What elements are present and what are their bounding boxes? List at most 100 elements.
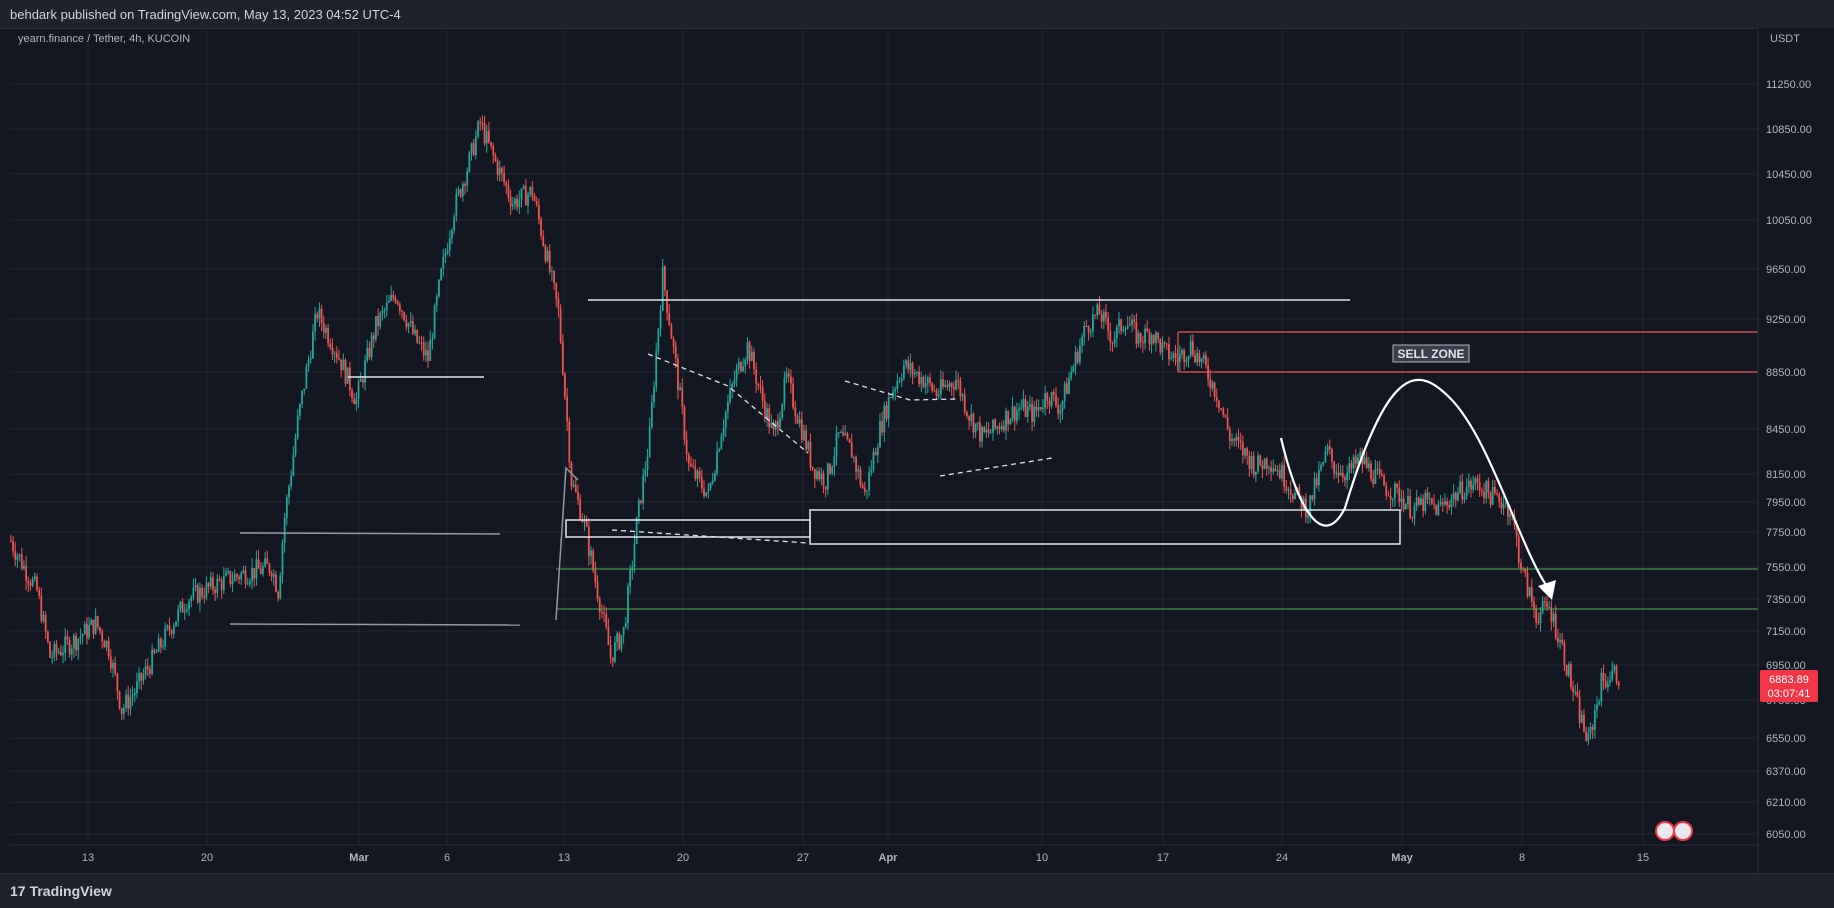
candle-body (779, 417, 781, 428)
candle-body (1159, 338, 1162, 353)
candle-body (979, 422, 981, 442)
price-axis: 11250.00 10850.00 10450.00 10050.00 9650.00 9… (1757, 28, 1834, 873)
candle-body (464, 183, 466, 186)
candle-body (916, 371, 918, 373)
candle-body (338, 357, 340, 360)
time-tick: Apr (879, 852, 899, 864)
candle-body (1337, 472, 1340, 476)
candle-body (1400, 498, 1403, 502)
candle-body (342, 359, 345, 371)
candle-body (1089, 331, 1092, 333)
price-tick: 10050.00 (1766, 215, 1812, 227)
candlestick-chart[interactable]: 11250.00 10850.00 10450.00 10050.00 9650.00 9… (0, 28, 1834, 873)
candle-body (724, 412, 727, 428)
candle-body (229, 571, 232, 585)
candle-body (292, 454, 295, 476)
candle-body (79, 636, 82, 639)
candle-body (922, 377, 925, 388)
candle-body (698, 470, 701, 478)
candle-body (835, 433, 838, 457)
candle-body (511, 204, 514, 207)
candle-body (1233, 439, 1236, 441)
candle-body (1615, 666, 1618, 683)
candle-body (179, 601, 182, 609)
candle-body (192, 587, 195, 598)
candle-body (427, 350, 429, 361)
candle-body (894, 389, 897, 392)
candle-body (1220, 408, 1223, 410)
support-line (239, 532, 501, 535)
candle-body (518, 199, 521, 208)
candle-body (357, 381, 360, 400)
candle-body (201, 587, 204, 597)
candle-body (242, 570, 245, 573)
candle-body (81, 634, 84, 637)
candle-body (1081, 336, 1083, 346)
candle-body (1174, 353, 1177, 358)
price-tick: 7750.00 (1766, 527, 1806, 539)
candle-body (1276, 470, 1279, 472)
candle-body (1235, 436, 1238, 441)
candle-body (924, 383, 927, 388)
candle-body (1007, 410, 1010, 425)
us-flag-icon[interactable] (1673, 821, 1693, 841)
candle-body (218, 578, 221, 581)
candle-body (783, 377, 786, 405)
flag-icons[interactable] (1655, 821, 1693, 841)
candle-body (677, 358, 679, 391)
candle-body (1535, 609, 1538, 622)
candle-body (348, 367, 351, 391)
chart-area[interactable]: 11250.00 10850.00 10450.00 10050.00 9650.00 9… (0, 28, 1834, 873)
candle-body (522, 186, 525, 189)
tradingview-logo[interactable]: 17 TradingView (10, 883, 112, 899)
candle-body (681, 387, 684, 407)
candle-body (244, 570, 247, 585)
candle-body (622, 626, 625, 636)
candle-body (1357, 457, 1359, 464)
candle-body (470, 143, 473, 153)
candle-body (1430, 498, 1433, 504)
candle-body (740, 361, 742, 372)
candle-body (466, 171, 469, 186)
candle-body (516, 198, 519, 208)
candle-body (963, 394, 966, 412)
candle-body (1037, 407, 1040, 411)
candle-body (614, 642, 616, 662)
candle-body (1572, 687, 1574, 692)
candle-body (155, 651, 158, 653)
candle-body (209, 577, 212, 587)
candle-body (498, 167, 501, 175)
candle-body (181, 601, 184, 613)
candle-body (1283, 465, 1286, 487)
candle-body (1252, 456, 1255, 475)
price-tick: 6050.00 (1766, 829, 1806, 841)
candle-body (355, 399, 358, 405)
candle-body (727, 402, 729, 413)
candle-body (505, 182, 508, 186)
publication-info: behdark published on TradingView.com, Ma… (10, 7, 401, 22)
candle-body (1554, 613, 1557, 638)
candle-body (1617, 682, 1620, 687)
price-tick: 6370.00 (1766, 766, 1806, 778)
candle-body (1317, 469, 1320, 486)
candle-body (1328, 446, 1331, 450)
candle-body (1254, 471, 1257, 475)
candle-body (961, 394, 964, 397)
candle-body (396, 301, 399, 305)
us-flag-icon[interactable] (1655, 821, 1675, 841)
candle-body (457, 189, 460, 194)
candle-body (987, 429, 990, 433)
candle-body (926, 377, 929, 384)
candle-body (1146, 328, 1149, 332)
candle-body (1596, 704, 1598, 711)
candle-body (718, 449, 721, 451)
candle-body (490, 142, 492, 147)
candle-body (905, 360, 907, 366)
candle-body (235, 574, 238, 577)
candle-body (735, 368, 738, 380)
candle-body (442, 256, 445, 269)
candle-body (790, 376, 792, 384)
candle-body (700, 477, 703, 489)
candle-body (957, 380, 960, 382)
candle-body (1181, 350, 1183, 355)
